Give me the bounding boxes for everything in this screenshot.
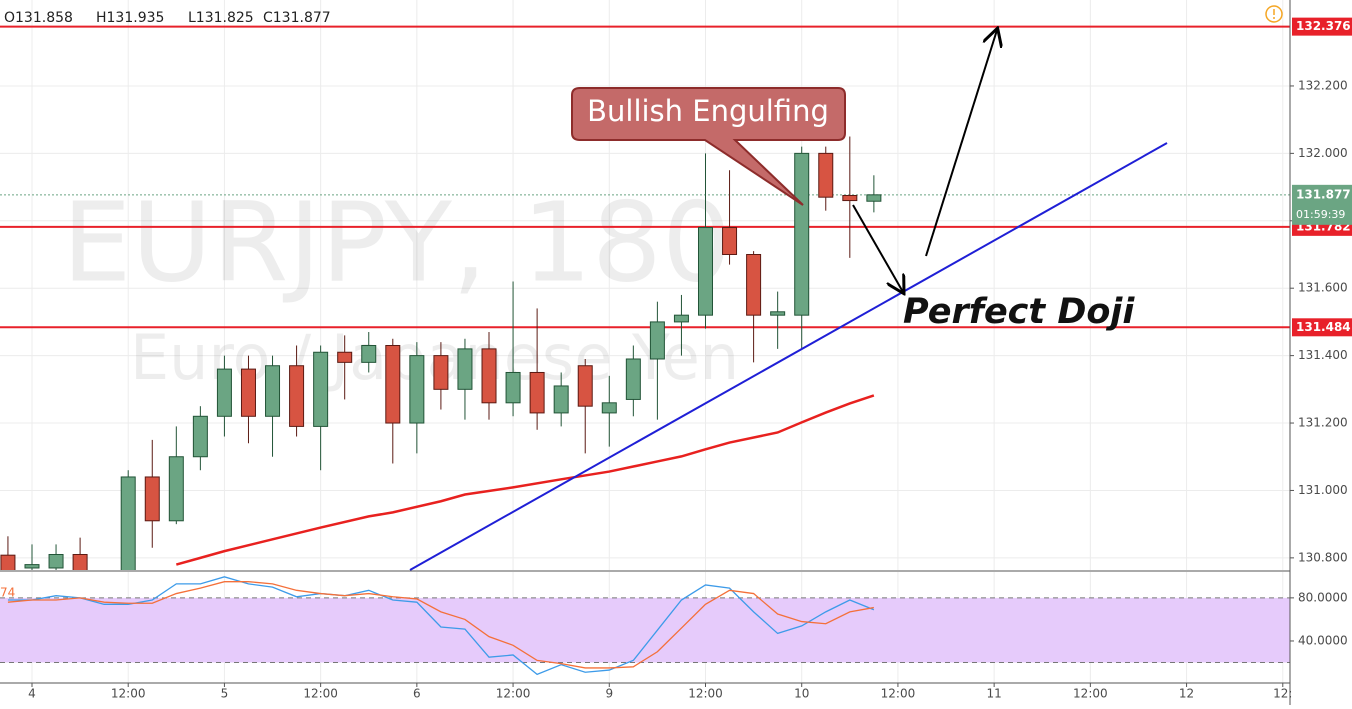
x-tick-label: 5 <box>221 687 229 701</box>
candle-body <box>337 351 353 363</box>
x-tick-label: 12:00 <box>881 687 916 701</box>
y-tick-label: 131.600 <box>1298 281 1348 295</box>
candle-body <box>265 365 281 417</box>
trend-line <box>409 142 1168 571</box>
candle-body <box>0 554 16 570</box>
arrow <box>852 204 903 292</box>
arrow <box>925 30 997 257</box>
candle-body <box>866 194 882 202</box>
candle-body <box>553 385 569 414</box>
x-tick-label: 12:00 <box>496 687 531 701</box>
candle-body <box>313 351 329 427</box>
header-open: O131.858 <box>4 10 73 26</box>
candle-body <box>481 348 497 404</box>
candle-body <box>505 371 521 404</box>
candle-body <box>409 355 425 424</box>
header-close: C131.877 <box>263 10 331 26</box>
indicator-line <box>7 581 874 669</box>
x-tick-label: 12:00 <box>688 687 723 701</box>
callout: Bullish Engulfing <box>571 87 846 206</box>
candle-body <box>794 152 810 316</box>
y-tick-label: 132.000 <box>1298 146 1348 160</box>
header-low: L131.825 <box>188 10 254 26</box>
candle-body <box>625 358 641 400</box>
candle-body <box>24 564 40 569</box>
x-tick-label: 10 <box>794 687 809 701</box>
candle-body <box>746 253 762 316</box>
candle-body <box>673 314 689 323</box>
callout-text: Bullish Engulfing <box>587 94 829 128</box>
last-price-bg <box>1292 184 1352 225</box>
candle-body <box>240 368 256 417</box>
candle-body <box>48 553 64 569</box>
x-tick-label: 11 <box>986 687 1001 701</box>
x-tick-label: 6 <box>413 687 421 701</box>
y-tick-label: 40.0000 <box>1298 633 1348 647</box>
x-tick-label: 4 <box>28 687 36 701</box>
level-label-bg <box>1292 318 1352 337</box>
x-tick-label: 12:00 <box>303 687 338 701</box>
candle-body <box>818 152 834 198</box>
x-tick-label: 12: <box>1273 687 1292 701</box>
candle-body <box>529 371 545 414</box>
candle-body <box>697 227 713 316</box>
moving-average <box>175 394 875 566</box>
x-tick-label: 9 <box>605 687 613 701</box>
candle-body <box>770 311 786 316</box>
indicator-band <box>0 597 1290 663</box>
header: O131.858 H131.935 L131.825 C131.877 <box>4 10 331 26</box>
y-tick-label: 131.200 <box>1298 416 1348 430</box>
candle-body <box>168 456 184 522</box>
watermark: EURJPY, 180 <box>62 178 732 306</box>
header-high: H131.935 <box>96 10 164 26</box>
candle-body <box>216 368 232 417</box>
candle-body <box>361 345 377 363</box>
y-tick-label: 131.400 <box>1298 348 1348 362</box>
y-tick-label: 132.200 <box>1298 78 1348 92</box>
annotation: Perfect Doji <box>903 292 1135 332</box>
y-tick-label: 131.000 <box>1298 483 1348 497</box>
price-pane <box>0 25 1290 570</box>
countdown: 01:59:39 <box>1296 208 1345 221</box>
callout-box <box>571 87 846 206</box>
candle-body <box>433 355 449 390</box>
level-label: 132.376 <box>1296 19 1351 33</box>
candle-body <box>144 476 160 522</box>
candle-body <box>192 415 208 458</box>
candle-body <box>649 321 665 360</box>
y-tick-label: 130.800 <box>1298 550 1348 564</box>
x-tick-label: 12 <box>1179 687 1194 701</box>
axes: 4 12:00 5 12:00 6 12:00 9 12:00 10 12:00 11 12:00 12… <box>0 17 1352 701</box>
indicator-label: 74 <box>0 586 15 600</box>
x-tick-label: 12:00 <box>1073 687 1108 701</box>
indicator-line <box>7 576 875 676</box>
candle-body <box>601 402 617 414</box>
y-tick-label: 80.0000 <box>1298 590 1348 604</box>
candle-body <box>842 195 858 202</box>
indicator-pane <box>0 576 1290 676</box>
candle-body <box>72 553 88 570</box>
level-label: 131.484 <box>1296 320 1351 334</box>
candle-body <box>457 348 473 390</box>
candle-body <box>120 476 136 570</box>
grid <box>0 0 1290 683</box>
last-price-label: 131.877 <box>1296 187 1351 201</box>
candle-body <box>722 227 738 255</box>
candle-body <box>289 365 305 427</box>
level-label-bg <box>1292 17 1352 36</box>
candle-body <box>577 365 593 407</box>
x-tick-label: 12:00 <box>111 687 146 701</box>
candle-body <box>385 345 401 424</box>
alert-icon[interactable] <box>1265 5 1283 23</box>
